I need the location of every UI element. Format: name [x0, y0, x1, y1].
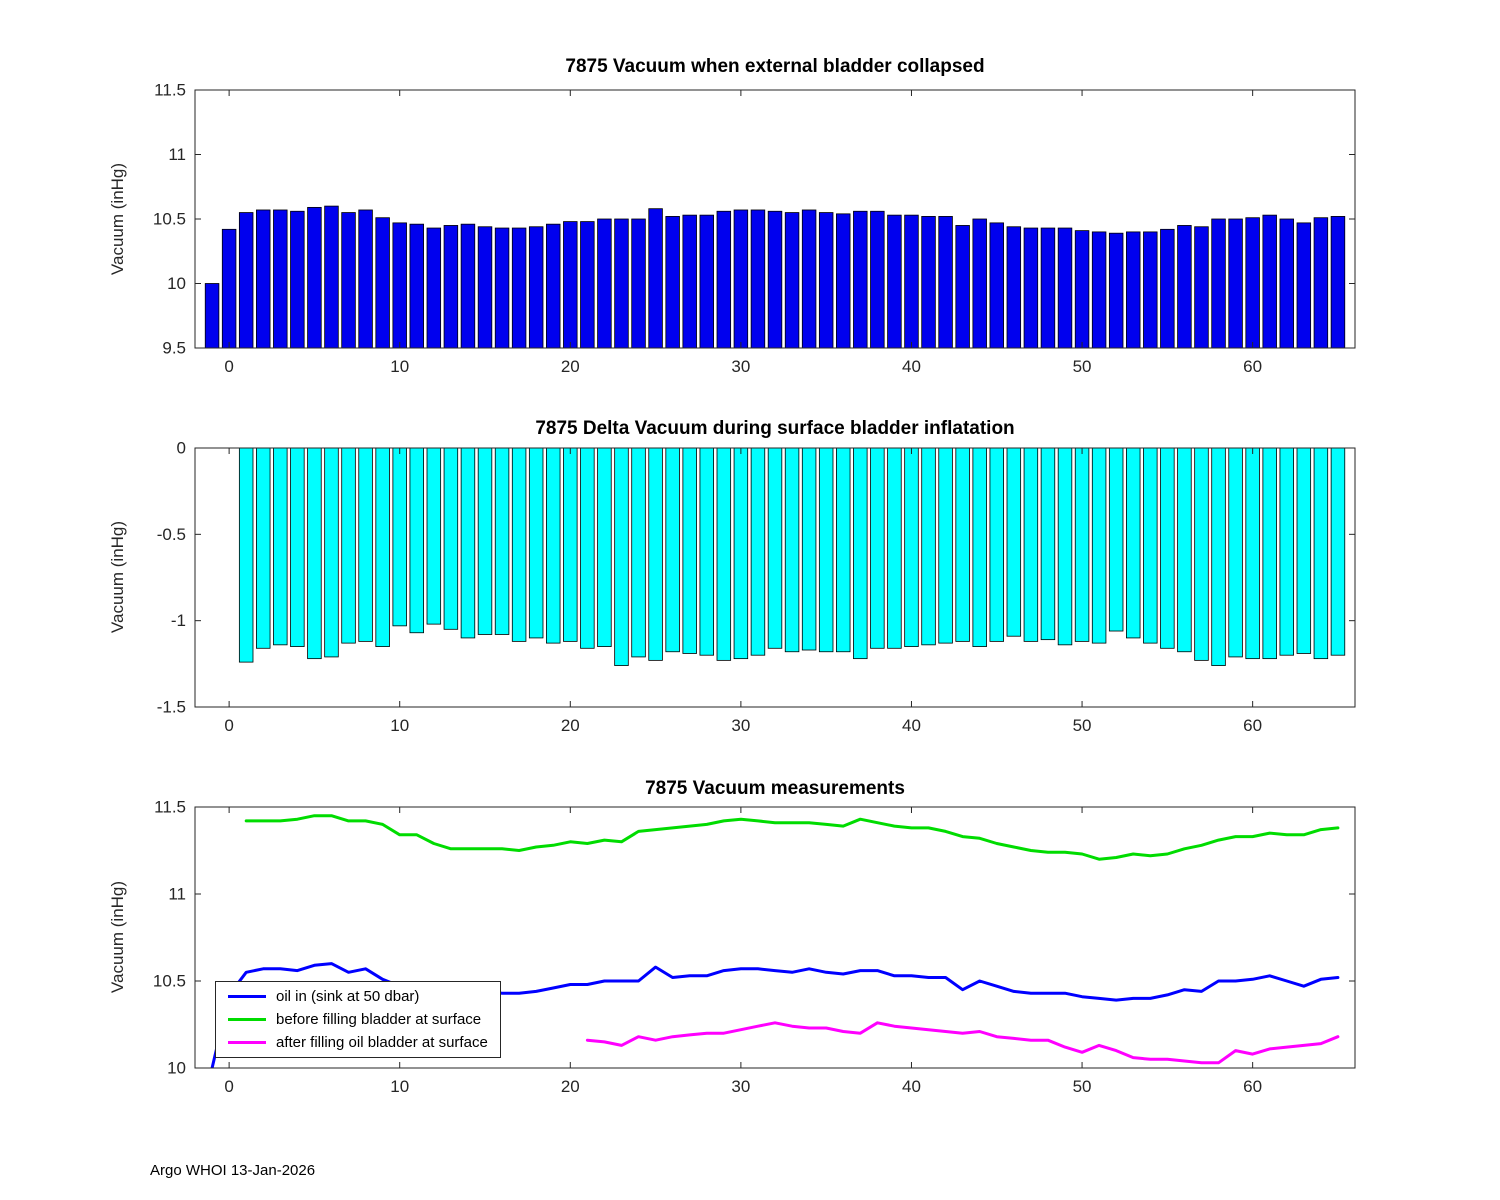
svg-text:11: 11 [168, 145, 186, 164]
svg-text:10.5: 10.5 [153, 210, 186, 229]
footer-text: Argo WHOI 13-Jan-2026 [150, 1162, 316, 1179]
svg-text:0: 0 [224, 1077, 233, 1096]
svg-text:30: 30 [731, 357, 750, 376]
svg-text:-1.5: -1.5 [157, 698, 186, 717]
svg-text:-0.5: -0.5 [157, 525, 186, 544]
svg-text:10: 10 [390, 1077, 409, 1096]
svg-text:10: 10 [390, 716, 409, 735]
svg-text:9.5: 9.5 [162, 339, 186, 358]
svg-text:30: 30 [731, 1077, 750, 1096]
svg-text:11: 11 [168, 885, 186, 904]
svg-text:20: 20 [561, 357, 580, 376]
svg-text:40: 40 [902, 357, 921, 376]
vacuum-measurements-chart: 0 10 20 30 40 50 60 10 10.5 11 11.5 [153, 798, 1356, 1096]
legend-label: oil in (sink at 50 dbar) [276, 988, 420, 1005]
legend-item: after filling oil bladder at surface [228, 1034, 488, 1051]
delta-vacuum-chart: 0 10 20 30 40 50 60 -1.5 -1 -0.5 0 [157, 439, 1356, 735]
svg-text:10: 10 [167, 274, 186, 293]
svg-text:50: 50 [1073, 716, 1092, 735]
vacuum-collapsed-chart: 0 10 20 30 40 50 60 9.5 10 10.5 11 11.5 [153, 81, 1356, 376]
legend-line-swatch-green [228, 1018, 266, 1021]
svg-text:60: 60 [1243, 716, 1262, 735]
svg-text:0: 0 [224, 716, 233, 735]
svg-text:10: 10 [167, 1059, 186, 1078]
chart2-ylabel: Vacuum (inHg) [108, 520, 127, 634]
legend: oil in (sink at 50 dbar) before filling … [215, 981, 501, 1058]
svg-text:11.5: 11.5 [154, 798, 186, 817]
legend-item: before filling bladder at surface [228, 1011, 488, 1028]
svg-text:60: 60 [1243, 1077, 1262, 1096]
svg-text:11.5: 11.5 [154, 81, 186, 100]
svg-text:40: 40 [902, 1077, 921, 1096]
legend-line-swatch-blue [228, 995, 266, 998]
legend-line-swatch-magenta [228, 1041, 266, 1044]
svg-text:20: 20 [561, 716, 580, 735]
chart3-title: 7875 Vacuum measurements [645, 778, 905, 799]
svg-text:10.5: 10.5 [153, 972, 186, 991]
svg-text:40: 40 [902, 716, 921, 735]
chart1-title: 7875 Vacuum when external bladder collap… [565, 56, 985, 77]
legend-label: before filling bladder at surface [276, 1011, 482, 1028]
svg-text:50: 50 [1073, 357, 1092, 376]
svg-text:30: 30 [731, 716, 750, 735]
svg-text:10: 10 [390, 357, 409, 376]
svg-text:20: 20 [561, 1077, 580, 1096]
legend-item: oil in (sink at 50 dbar) [228, 988, 488, 1005]
legend-label: after filling oil bladder at surface [276, 1034, 488, 1051]
svg-text:0: 0 [177, 439, 186, 458]
svg-text:60: 60 [1243, 357, 1262, 376]
chart2-title: 7875 Delta Vacuum during surface bladder… [535, 418, 1015, 439]
svg-text:50: 50 [1073, 1077, 1092, 1096]
chart3-ylabel: Vacuum (inHg) [108, 880, 127, 994]
svg-text:-1: -1 [171, 611, 186, 630]
svg-text:0: 0 [224, 357, 233, 376]
chart1-ylabel: Vacuum (inHg) [108, 162, 127, 276]
